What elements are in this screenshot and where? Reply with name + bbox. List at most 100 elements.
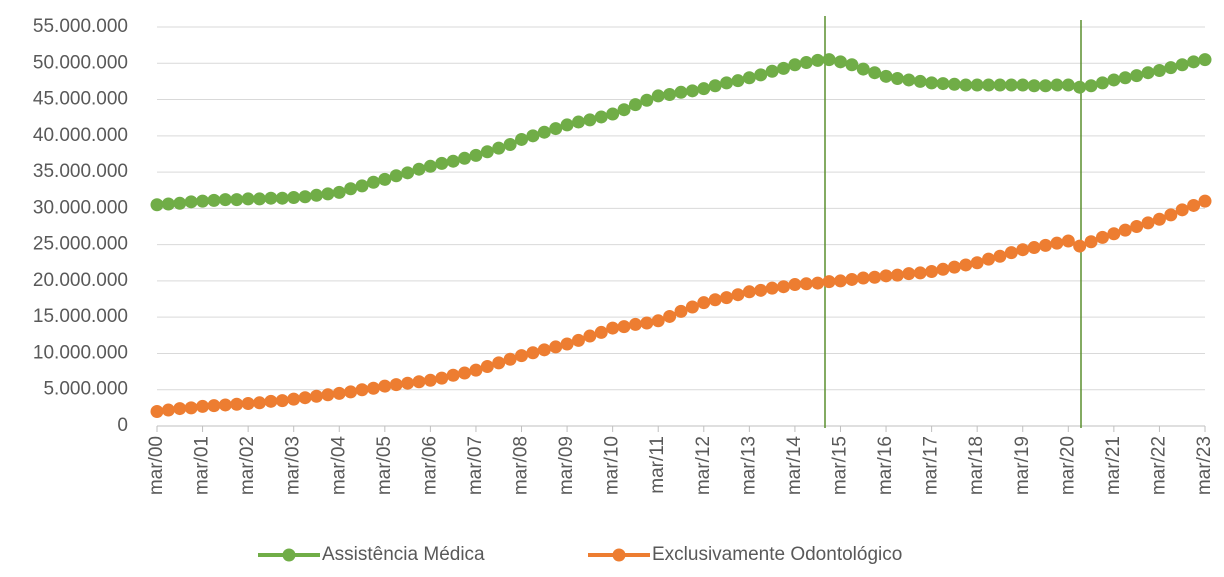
series-marker [742, 71, 756, 85]
series-marker [799, 56, 813, 70]
x-tick-label: mar/23 [1194, 436, 1215, 495]
series-marker [845, 58, 859, 72]
series-marker [230, 397, 244, 411]
series-marker [218, 193, 232, 207]
series-marker [389, 169, 403, 183]
series-marker [913, 74, 927, 88]
series-marker [1027, 79, 1041, 93]
y-tick-label: 40.000.000 [33, 125, 128, 146]
legend-label: Exclusivamente Odontológico [652, 544, 902, 565]
series-marker [822, 53, 836, 67]
series-marker [503, 352, 517, 366]
legend-marker [612, 548, 626, 562]
x-tick-label: mar/13 [738, 436, 759, 495]
series-marker [1061, 78, 1075, 92]
series-marker [617, 103, 631, 117]
series-marker [845, 272, 859, 286]
series-marker [207, 193, 221, 207]
series-marker [560, 118, 574, 132]
series-marker [515, 349, 529, 363]
series-marker [879, 69, 893, 83]
series-marker [458, 366, 472, 380]
series-marker [1164, 208, 1178, 222]
series-marker [925, 76, 939, 90]
series-marker [1118, 223, 1132, 237]
series-marker [731, 288, 745, 302]
series-marker [1198, 194, 1212, 208]
series-marker [925, 264, 939, 278]
y-tick-label: 0 [117, 415, 128, 436]
series-marker [628, 317, 642, 331]
series-marker [970, 256, 984, 270]
series-marker [344, 385, 358, 399]
series-marker [1084, 235, 1098, 249]
series-marker [1095, 76, 1109, 90]
series-marker [412, 162, 426, 176]
series-marker [378, 172, 392, 186]
series-marker [663, 309, 677, 323]
series-marker [196, 399, 210, 413]
series-marker [401, 166, 415, 180]
y-tick-label: 20.000.000 [33, 270, 128, 291]
series-marker [868, 66, 882, 80]
series-marker [571, 333, 585, 347]
series-marker [287, 392, 301, 406]
series-marker [708, 79, 722, 93]
series-marker [754, 283, 768, 297]
series-marker [537, 343, 551, 357]
series-marker [435, 371, 449, 385]
series-marker [1061, 234, 1075, 248]
y-tick-label: 45.000.000 [33, 89, 128, 110]
series-marker [480, 145, 494, 159]
series-marker [150, 198, 164, 212]
series-marker [549, 340, 563, 354]
x-tick-label: mar/01 [192, 436, 213, 495]
series-marker [1164, 61, 1178, 75]
series-marker [936, 77, 950, 91]
series-marker [674, 85, 688, 99]
series-marker [1187, 198, 1201, 212]
series-marker [241, 192, 255, 206]
series-marker [879, 269, 893, 283]
series-marker [594, 325, 608, 339]
series-marker [651, 314, 665, 328]
series-marker [309, 389, 323, 403]
series-marker [651, 89, 665, 103]
series-marker [184, 401, 198, 415]
series-marker [230, 193, 244, 207]
series-marker [628, 98, 642, 112]
series-marker [298, 190, 312, 204]
series-marker [423, 159, 437, 173]
series-marker [253, 396, 267, 410]
x-tick-label: mar/16 [875, 436, 896, 495]
series-marker [173, 402, 187, 416]
series-marker [412, 375, 426, 389]
legend-label: Assistência Médica [322, 544, 485, 565]
series-marker [389, 378, 403, 392]
series-marker [856, 271, 870, 285]
series-marker [355, 383, 369, 397]
series-marker [366, 175, 380, 189]
series-marker [423, 373, 437, 387]
series-marker [1004, 78, 1018, 92]
series-marker [1130, 69, 1144, 83]
y-tick-label: 55.000.000 [33, 16, 128, 37]
series-marker [936, 262, 950, 276]
series-marker [731, 74, 745, 88]
series-marker [344, 182, 358, 196]
series-marker [161, 197, 175, 211]
series-marker [241, 397, 255, 411]
series-marker [674, 304, 688, 318]
series-marker [1141, 216, 1155, 230]
x-tick-label: mar/03 [283, 436, 304, 495]
series-marker [492, 356, 506, 370]
y-tick-label: 30.000.000 [33, 197, 128, 218]
series-marker [788, 278, 802, 292]
x-tick-label: mar/17 [921, 436, 942, 495]
series-marker [150, 404, 164, 418]
series-marker [537, 125, 551, 139]
series-marker [617, 320, 631, 334]
x-tick-label: mar/04 [328, 436, 349, 496]
series-marker [207, 399, 221, 413]
